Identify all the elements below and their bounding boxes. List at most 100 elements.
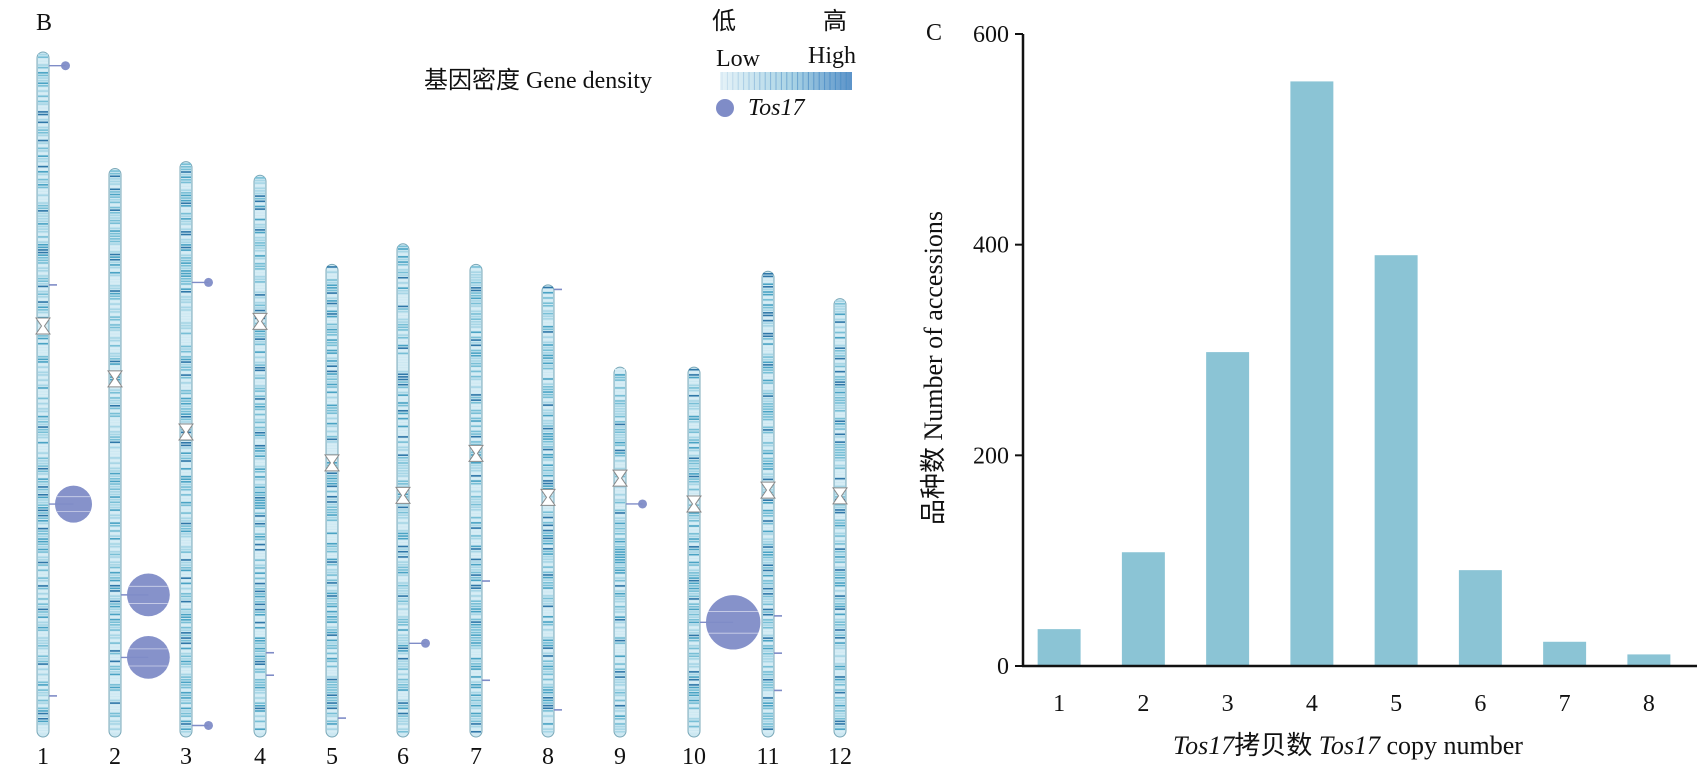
chromosome-10: 10 xyxy=(682,366,761,770)
chromosome-12: 12 xyxy=(828,298,852,770)
chromosome-density-bands xyxy=(543,286,553,733)
x-tick-label-1: 1 xyxy=(1053,691,1065,717)
chromosome-label: 5 xyxy=(326,744,338,770)
chromosome-label: 4 xyxy=(254,744,266,770)
centromere xyxy=(468,444,484,462)
x-tick-label-8: 8 xyxy=(1643,691,1655,717)
tos17-circle xyxy=(204,720,213,730)
chromosome-label: 10 xyxy=(682,744,706,770)
panel-b-chromosome-map: B 低 高 Low High 基因密度 Gene density Tos17 1… xyxy=(35,8,856,770)
legend-density-gradient xyxy=(720,72,852,90)
chromosome-label: 3 xyxy=(180,744,192,770)
chromosome-3: 3 xyxy=(178,161,213,770)
centromere xyxy=(252,312,268,330)
panel-c-letter: C xyxy=(926,20,942,46)
tos17-circle xyxy=(706,595,761,650)
tos17-marker xyxy=(121,573,170,617)
centromere xyxy=(35,317,51,335)
chromosome-density-bands xyxy=(181,163,191,733)
chromosome-label: 1 xyxy=(37,744,49,770)
chromosome-label: 8 xyxy=(542,744,554,770)
tos17-marker xyxy=(626,499,647,509)
tos17-circle xyxy=(421,638,430,648)
tos17-circle xyxy=(126,636,170,679)
bar-copy-2 xyxy=(1121,552,1165,666)
chromosome-7: 7 xyxy=(468,263,490,770)
bar-copy-6 xyxy=(1458,570,1502,666)
y-tick-label-200: 200 xyxy=(973,443,1009,469)
chromosome-ideograms: 1 2 3 4 5 6 7 8 9 10 11 12 xyxy=(35,51,852,770)
x-tick-label-7: 7 xyxy=(1559,691,1571,717)
chromosome-density-bands xyxy=(110,170,120,733)
chromosome-label: 11 xyxy=(756,744,779,770)
tos17-marker xyxy=(49,61,70,71)
legend-high-en: High xyxy=(808,43,856,69)
chromosome-11: 11 xyxy=(756,270,782,770)
bar-copy-3 xyxy=(1206,352,1250,666)
y-axis-ticks: 0 200 400 600 xyxy=(973,22,1023,680)
chromosome-8: 8 xyxy=(540,284,562,770)
tos17-marker xyxy=(121,636,170,679)
x-tick-label-6: 6 xyxy=(1474,691,1486,717)
panel-b-legend: 低 高 Low High 基因密度 Gene density Tos17 xyxy=(424,8,856,121)
x-tick-label-3: 3 xyxy=(1222,691,1234,717)
tos17-marker xyxy=(192,277,213,287)
chromosome-4: 4 xyxy=(252,174,274,770)
x-axis-title-part-b: 拷贝数 xyxy=(1234,731,1319,760)
x-axis-ticks: 1 2 3 4 5 6 7 8 xyxy=(1053,691,1655,717)
y-tick-label-400: 400 xyxy=(973,233,1009,259)
centromere xyxy=(686,495,702,513)
centromere xyxy=(540,488,556,506)
chromosome-density-bands xyxy=(835,300,845,733)
tos17-circle xyxy=(204,277,213,287)
chromosome-label: 9 xyxy=(614,744,626,770)
centromere xyxy=(760,481,776,499)
chromosome-1: 1 xyxy=(35,51,92,770)
x-tick-label-5: 5 xyxy=(1390,691,1402,717)
centromere xyxy=(107,370,123,388)
chromosome-density-bands xyxy=(615,368,625,733)
centromere xyxy=(832,487,848,505)
chromosome-5: 5 xyxy=(324,263,346,770)
chromosome-label: 7 xyxy=(470,744,482,770)
chromosome-body xyxy=(36,51,50,738)
chromosome-6: 6 xyxy=(395,243,430,770)
bar-copy-4 xyxy=(1290,81,1334,666)
legend-tos17-label: Tos17 xyxy=(748,95,805,121)
x-axis-title-italic-c: Tos17 xyxy=(1319,731,1381,760)
panel-c-bar-chart: C 0 200 400 600 1 2 3 4 5 6 7 8 品种数 Number of acce… xyxy=(919,20,1697,760)
tos17-circle xyxy=(61,61,70,71)
chromosome-density-bands xyxy=(398,245,408,733)
bar-copy-8 xyxy=(1627,654,1671,666)
bar-series xyxy=(1037,81,1671,666)
x-axis-title-italic-a: Tos17 xyxy=(1173,731,1235,760)
x-axis-title-part-d: copy number xyxy=(1380,731,1523,760)
panel-b-letter: B xyxy=(36,10,52,36)
bar-copy-7 xyxy=(1543,641,1587,666)
centromere xyxy=(395,486,411,504)
chromosome-density-bands xyxy=(38,53,48,733)
y-axis-title: 品种数 Number of accessions xyxy=(919,211,948,525)
legend-low-en: Low xyxy=(716,46,761,72)
chromosome-density-bands xyxy=(327,266,337,733)
x-axis-title: Tos17拷贝数 Tos17 copy number xyxy=(1173,731,1523,760)
chromosome-label: 6 xyxy=(397,744,409,770)
tos17-marker xyxy=(409,638,430,648)
legend-low-cn: 低 xyxy=(712,8,736,35)
legend-density-stripes xyxy=(721,72,847,90)
legend-high-cn: 高 xyxy=(823,8,847,35)
x-tick-label-2: 2 xyxy=(1137,691,1149,717)
chromosome-label: 12 xyxy=(828,744,852,770)
legend-tos17-marker-icon xyxy=(716,99,734,117)
tos17-circle xyxy=(55,485,92,523)
bar-copy-5 xyxy=(1374,255,1418,666)
centromere xyxy=(324,454,340,472)
tos17-circle xyxy=(638,499,647,509)
centromere xyxy=(178,423,194,441)
centromere xyxy=(612,469,628,487)
chromosome-9: 9 xyxy=(612,366,647,770)
tos17-marker xyxy=(700,595,761,650)
chromosome-density-bands xyxy=(471,266,481,733)
tos17-circle xyxy=(126,573,170,617)
